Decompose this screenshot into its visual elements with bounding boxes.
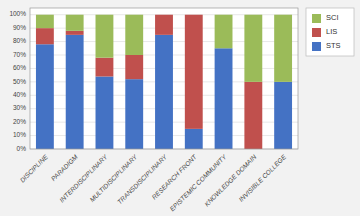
y-tick-label: 50% xyxy=(13,78,26,85)
x-tick-label: KNOWLEDGE DOMAIN xyxy=(203,153,258,208)
bars xyxy=(36,15,292,149)
legend: SCI LIS STS xyxy=(306,8,354,56)
bar-segment xyxy=(125,79,143,149)
x-tick-label: INVISIBLE COLLEGE xyxy=(237,153,287,203)
bar-segment xyxy=(96,76,114,149)
bar-segment xyxy=(66,35,84,149)
x-tick-label: MULTIDISCIPLINARY xyxy=(88,153,139,204)
y-tick-label: 80% xyxy=(13,37,26,44)
legend-label: SCI xyxy=(326,13,339,22)
bar-segment xyxy=(36,44,54,149)
x-tick-label: PARADIGM xyxy=(50,153,80,183)
chart-container: 0% 10% 20% 30% 40% 50% 60% 70% 80% 90% 100% DISCIPL… xyxy=(0,0,360,216)
legend-swatch xyxy=(312,28,321,37)
bar-segment xyxy=(125,55,143,79)
bar-segment xyxy=(185,129,203,149)
y-tick-label: 10% xyxy=(13,131,26,138)
bar-segment xyxy=(155,15,173,35)
plot-area xyxy=(30,8,298,149)
y-tick-label: 30% xyxy=(13,104,26,111)
x-tick-label: INTERDISCIPLINARY xyxy=(58,153,109,204)
bar-segment xyxy=(66,15,84,31)
bar-segment xyxy=(185,15,203,129)
y-tick-label: 20% xyxy=(13,118,26,125)
bar-segment xyxy=(244,15,262,82)
y-tick-label: 40% xyxy=(13,91,26,98)
y-tick-label: 90% xyxy=(13,24,26,31)
y-tick-label: 60% xyxy=(13,64,26,71)
legend-swatch xyxy=(312,14,321,23)
y-tick-label: 0% xyxy=(17,145,27,152)
bar-segment xyxy=(36,28,54,44)
bar-segment xyxy=(274,15,292,82)
bar-segment xyxy=(96,15,114,58)
bar-segment xyxy=(155,14,173,15)
bar-segment xyxy=(215,15,233,49)
x-tick-label: DISCIPLINE xyxy=(18,153,49,184)
bar-segment xyxy=(244,82,262,149)
y-tick-label: 100% xyxy=(9,10,26,17)
chart: 0% 10% 20% 30% 40% 50% 60% 70% 80% 90% 100% DISCIPL… xyxy=(0,0,360,216)
bar-segment xyxy=(125,15,143,55)
legend-label: STS xyxy=(326,41,341,50)
bar-segment xyxy=(96,58,114,77)
x-tick-label: EPISTEMIC COMMUNITY xyxy=(168,153,228,213)
bar-segment xyxy=(185,14,203,15)
bar-segment xyxy=(274,82,292,149)
bar-segment xyxy=(66,31,84,35)
plot-frame xyxy=(30,8,298,149)
bar-segment xyxy=(36,15,54,28)
bar-segment xyxy=(215,48,233,149)
legend-box xyxy=(306,8,354,56)
x-tick-label: TRANSDISCIPLINARY xyxy=(116,153,169,206)
bar-segment xyxy=(155,35,173,149)
legend-swatch xyxy=(312,42,321,51)
background xyxy=(0,0,360,216)
legend-label: LIS xyxy=(326,27,337,36)
y-tick-label: 70% xyxy=(13,51,26,58)
